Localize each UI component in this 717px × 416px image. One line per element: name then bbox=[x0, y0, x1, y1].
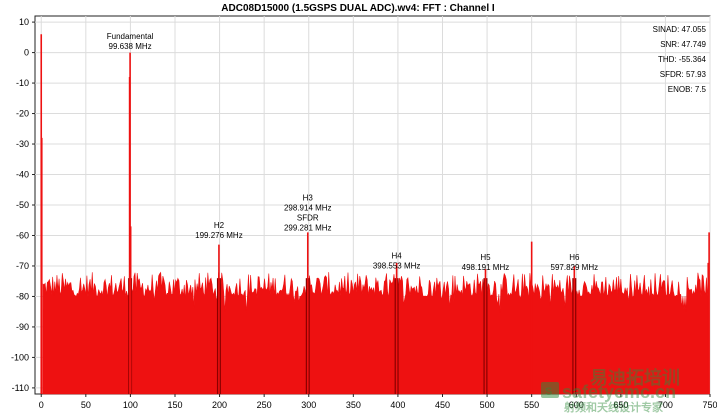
y-tick-label: -10 bbox=[16, 78, 29, 88]
x-tick-label: 150 bbox=[167, 400, 182, 410]
noise-floor-bars bbox=[42, 271, 710, 395]
x-tick-label: 300 bbox=[301, 400, 316, 410]
annotation-label: H4 bbox=[392, 251, 403, 260]
x-tick-label: 50 bbox=[81, 400, 91, 410]
annotation-label: H5 bbox=[480, 253, 491, 262]
x-tick-label: 750 bbox=[702, 400, 717, 410]
noise-floor-series bbox=[42, 271, 710, 395]
watermark-brand: 易迪拓培训 bbox=[590, 367, 680, 388]
chart-title: ADC08D15000 (1.5GSPS DUAL ADC).wv4: FFT … bbox=[221, 3, 495, 14]
x-axis-ticks: 0 50 100 150 200 250 300 350 400 450 500 550 600 650 7… bbox=[39, 394, 717, 410]
x-tick-label: 350 bbox=[346, 400, 361, 410]
stat-entry: SINAD: 47.055 bbox=[653, 25, 707, 34]
x-tick-label: 600 bbox=[569, 400, 584, 410]
stat-entry: THD: -55.364 bbox=[658, 55, 707, 64]
x-tick-label: 200 bbox=[212, 400, 227, 410]
y-tick-label: -100 bbox=[11, 352, 29, 362]
annotation-label: SFDR bbox=[297, 213, 319, 222]
y-tick-label: -60 bbox=[16, 230, 29, 240]
x-tick-label: 650 bbox=[613, 400, 628, 410]
annotation-label: 199.276 MHz bbox=[195, 231, 243, 240]
stat-entry: SFDR: 57.93 bbox=[660, 70, 707, 79]
y-tick-label: -90 bbox=[16, 322, 29, 332]
x-tick-label: 0 bbox=[39, 400, 44, 410]
x-tick-label: 400 bbox=[390, 400, 405, 410]
spectral-spikes bbox=[40, 34, 710, 394]
annotation-label: 99.638 MHz bbox=[109, 42, 152, 51]
y-tick-label: 10 bbox=[19, 17, 29, 27]
annotation-label: 498.191 MHz bbox=[462, 263, 510, 272]
stat-entry: ENOB: 7.5 bbox=[668, 85, 707, 94]
x-tick-label: 100 bbox=[123, 400, 138, 410]
y-tick-label: -70 bbox=[16, 261, 29, 271]
annotation-label: H6 bbox=[569, 253, 580, 262]
x-tick-label: 450 bbox=[435, 400, 450, 410]
annotation-label: Fundamental bbox=[107, 32, 154, 41]
y-tick-label: -40 bbox=[16, 170, 29, 180]
annotation-label: 597.829 MHz bbox=[551, 263, 599, 272]
x-tick-label: 500 bbox=[480, 400, 495, 410]
watermark-site: safetyemc.cn bbox=[562, 382, 676, 402]
x-tick-label: 250 bbox=[257, 400, 272, 410]
stat-entry: SNR: 47.749 bbox=[660, 40, 706, 49]
stats-panel: SINAD: 47.055 SNR: 47.749 THD: -55.364 SFDR… bbox=[653, 25, 707, 94]
annotation-label: H2 bbox=[214, 221, 225, 230]
watermark-logo-icon bbox=[541, 382, 559, 398]
annotation-label: H3 bbox=[303, 193, 314, 202]
y-tick-label: -80 bbox=[16, 291, 29, 301]
y-tick-label: -50 bbox=[16, 200, 29, 210]
y-tick-label: 0 bbox=[24, 48, 29, 58]
y-tick-label: -110 bbox=[12, 383, 29, 393]
watermark-logo-letter: S bbox=[545, 386, 552, 398]
watermark-slogan: 射频和天线设计专家 bbox=[563, 400, 664, 414]
watermark: S safetyemc.cn 射频和天线设计专家 易迪拓培训 bbox=[541, 367, 680, 414]
annotation-label: 398.553 MHz bbox=[373, 261, 421, 270]
y-axis-ticks: 10 0 -10 -20 -30 -40 -50 -60 -70 -80 -90 -100 -110 bbox=[11, 17, 35, 393]
x-tick-label: 700 bbox=[658, 400, 673, 410]
annotation-label: 298.914 MHz bbox=[284, 203, 332, 212]
y-tick-label: -30 bbox=[16, 139, 29, 149]
y-tick-label: -20 bbox=[16, 109, 29, 119]
annotation-label: 299.281 MHz bbox=[284, 223, 332, 232]
x-tick-label: 550 bbox=[524, 400, 539, 410]
